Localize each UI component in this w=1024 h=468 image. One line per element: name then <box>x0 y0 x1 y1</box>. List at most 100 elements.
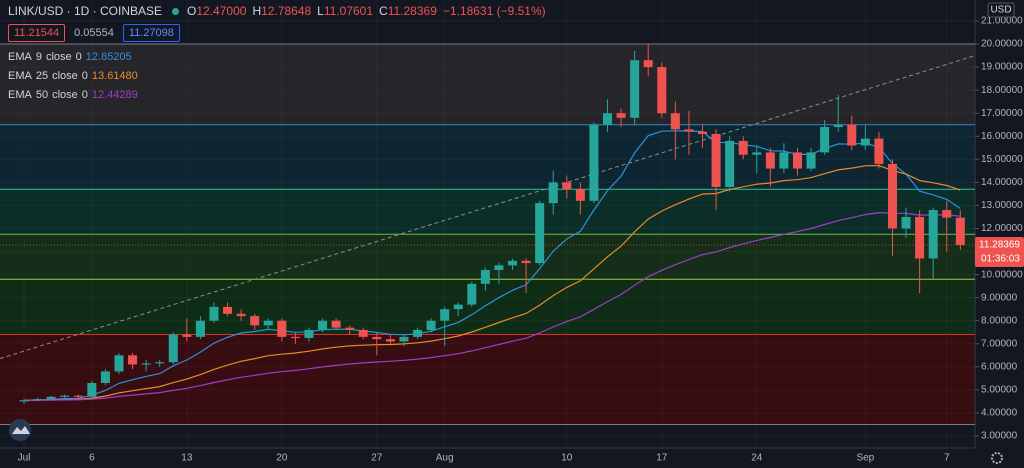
ema-line <box>23 164 961 401</box>
y-tick-label: 10.00000 <box>981 269 1023 280</box>
currency: USD <box>990 5 1011 16</box>
candle-body <box>521 260 531 264</box>
candle-body <box>195 320 205 337</box>
candle-body <box>453 304 463 310</box>
indicator-row: EMA 50 close 0 12.44289 <box>8 86 142 105</box>
candle-body <box>603 113 613 125</box>
symbol[interactable]: LINK/USD · 1D · COINBASE <box>8 4 163 18</box>
candle-body <box>426 320 436 330</box>
candle-body <box>358 329 368 337</box>
candle-body <box>114 355 124 372</box>
candle-body <box>345 327 355 330</box>
candle-body <box>331 320 341 328</box>
indicator-name: EMA <box>8 51 32 63</box>
candle-body <box>250 316 260 326</box>
y-tick-label: 16.00000 <box>981 131 1023 142</box>
candle-body <box>901 216 911 229</box>
indicator-value: 12.85205 <box>85 51 132 63</box>
x-tick-label: 27 <box>371 453 383 464</box>
candle-body <box>60 395 70 397</box>
x-tick-label: 17 <box>656 453 668 464</box>
indicator-row: EMA 25 close 0 13.61480 <box>8 67 142 86</box>
candle-body <box>535 203 545 264</box>
y-tick-label: 14.00000 <box>981 177 1023 188</box>
candle-body <box>399 336 409 342</box>
candle-body <box>575 189 585 201</box>
x-tick-label: 6 <box>89 453 95 464</box>
indicator-offset: 0 <box>75 51 82 63</box>
price-axis <box>975 0 1024 468</box>
candle-body <box>562 182 572 190</box>
ohlc-value: 11.07601 <box>323 4 374 18</box>
candle-body <box>779 152 789 169</box>
candle-body <box>385 339 395 342</box>
indicator-name: EMA <box>8 70 32 82</box>
candle-body <box>955 217 965 246</box>
last-price-label: 11.28369 <box>979 240 1020 251</box>
candle-body <box>87 382 97 397</box>
candle-body <box>263 320 273 326</box>
y-tick-label: 6.00000 <box>981 361 1018 372</box>
ohlc-key: O <box>187 4 197 18</box>
candle-body <box>847 124 857 146</box>
candle-body <box>182 334 192 337</box>
sell-price[interactable]: 11.21544 <box>8 24 66 42</box>
ohlc-value: 12.78648 <box>261 4 312 18</box>
buy-price[interactable]: 11.27098 <box>122 24 180 42</box>
candle-body <box>942 210 952 218</box>
fib-band <box>0 44 975 125</box>
indicator-offset: 0 <box>81 70 88 82</box>
candle-body <box>168 334 178 363</box>
candle-body <box>304 329 314 339</box>
candle-body <box>73 395 83 397</box>
candle-body <box>413 329 423 337</box>
x-tick-label: Aug <box>436 453 454 464</box>
candle-body <box>19 400 29 402</box>
candle-body <box>643 60 653 68</box>
candle-body <box>616 113 626 118</box>
indicator-offset: 0 <box>81 89 88 101</box>
candle-body <box>630 60 640 118</box>
candle-body <box>928 210 938 259</box>
ohlc-key: H <box>252 4 262 18</box>
candle-body <box>277 320 287 337</box>
y-tick-label: 12.00000 <box>981 223 1023 234</box>
x-tick-label: 13 <box>181 453 193 464</box>
ohlc-key: C <box>379 4 388 18</box>
trade-boxes: 11.21544 0.05554 11.27098 <box>8 24 180 42</box>
candle-body <box>318 320 328 330</box>
y-tick-label: 5.00000 <box>981 385 1018 396</box>
ohlc-key: L <box>317 4 324 18</box>
candle-body <box>752 152 762 155</box>
header: LINK/USD · 1D · COINBASE O12.47000 H12.786… <box>8 4 552 18</box>
trendline <box>0 55 976 360</box>
x-tick-label: Sep <box>856 453 874 464</box>
indicator-source: close <box>52 89 78 101</box>
candle-body <box>874 138 884 164</box>
candle-body <box>480 269 490 284</box>
candle-body <box>765 152 775 169</box>
candle-body <box>372 336 382 340</box>
fib-band <box>0 334 975 425</box>
candle-body <box>698 131 707 134</box>
logo-mark <box>12 426 30 434</box>
indicator-length: 50 <box>35 89 49 101</box>
candle-body <box>440 309 450 321</box>
y-tick-label: 21.00000 <box>981 16 1023 27</box>
candle-body <box>670 113 680 130</box>
y-tick-label: 20.00000 <box>981 39 1023 50</box>
settings-icon[interactable] <box>991 452 1003 464</box>
spread: 0.05554 <box>74 27 114 39</box>
candle-body <box>711 133 721 187</box>
candle-body <box>887 163 897 229</box>
y-tick-label: 19.00000 <box>981 62 1023 73</box>
indicator-value: 13.61480 <box>91 70 138 82</box>
y-tick-label: 18.00000 <box>981 85 1023 96</box>
candle-body <box>155 362 165 364</box>
y-tick-label: 13.00000 <box>981 200 1023 211</box>
candle-body <box>915 216 925 259</box>
x-tick-label: 7 <box>944 453 950 464</box>
fib-band <box>0 189 975 235</box>
